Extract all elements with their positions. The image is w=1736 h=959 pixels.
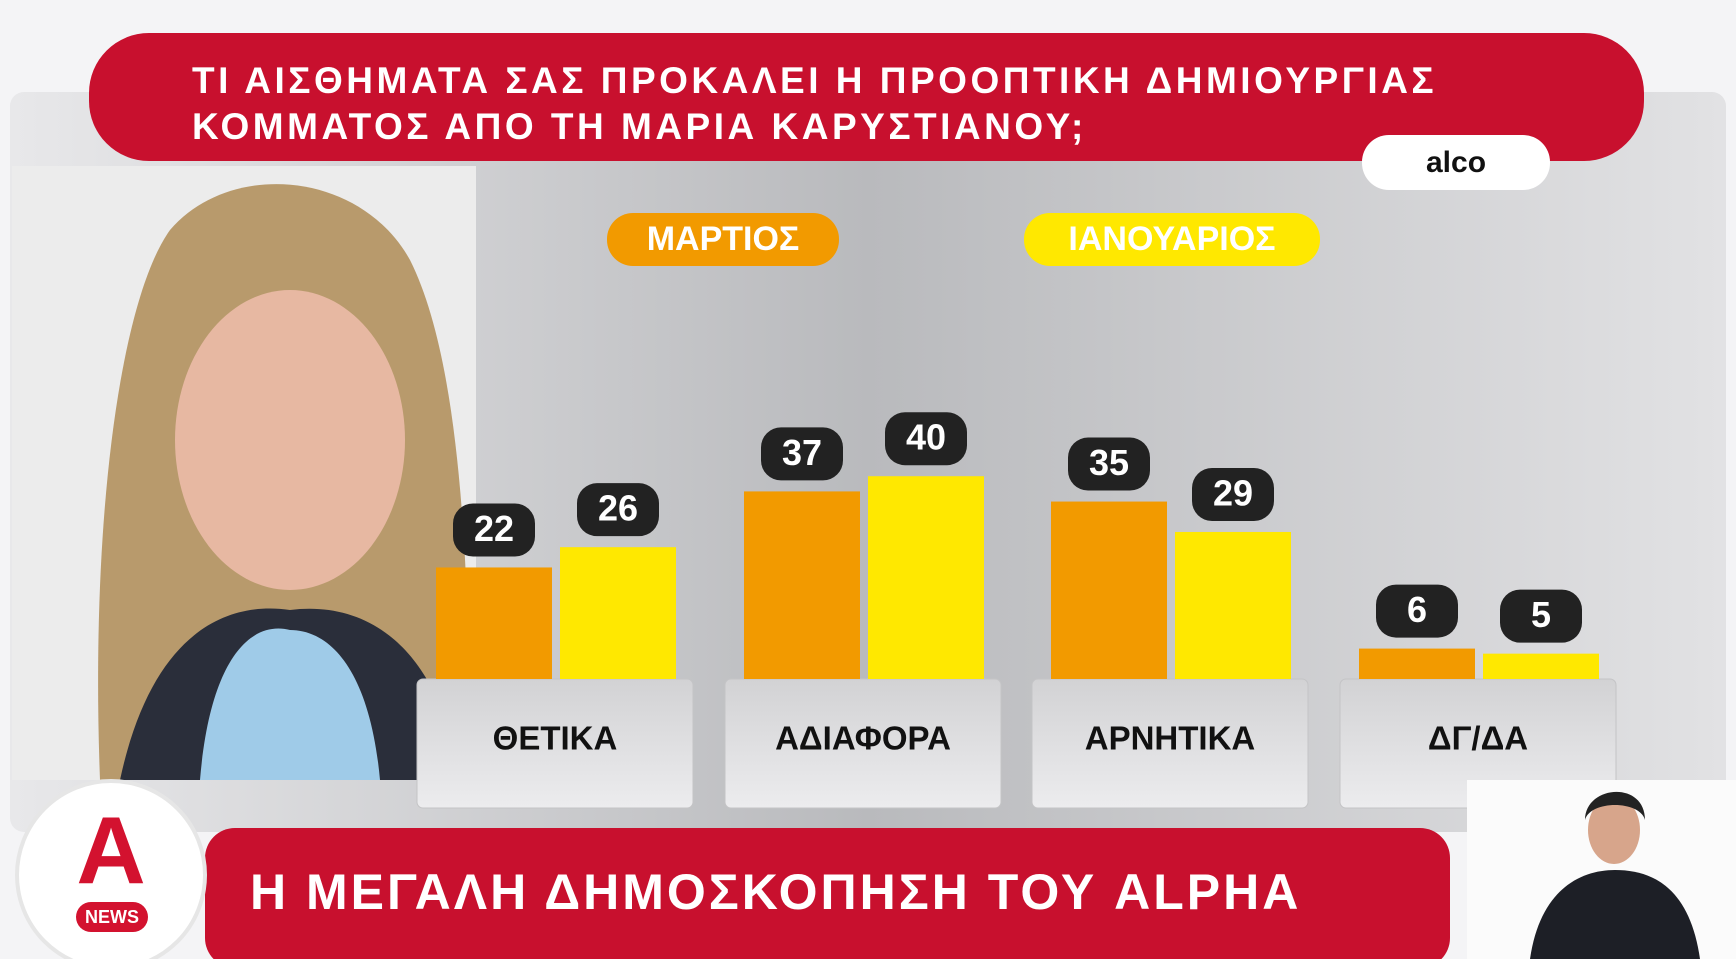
- category-box: [1031, 678, 1309, 809]
- value-label: 40: [906, 417, 946, 458]
- logo-letter: A: [76, 797, 145, 904]
- value-label: 37: [782, 432, 822, 473]
- photo-face: [175, 290, 405, 590]
- source-pill: [1362, 135, 1550, 190]
- signer-face: [1588, 796, 1640, 864]
- x-tick-label: ΔΓ/ΔΑ: [1428, 720, 1528, 757]
- value-pill: [885, 412, 967, 466]
- legend-pill: [607, 213, 839, 266]
- value-label: 6: [1407, 589, 1427, 630]
- value-label: 26: [598, 488, 638, 529]
- value-pill: [1500, 589, 1582, 643]
- value-pill: [453, 503, 535, 557]
- banner-text: Η ΜΕΓΑΛΗ ΔΗΜΟΣΚΟΠΗΣΗ ΤΟΥ ALPHA: [250, 864, 1301, 920]
- legend-pill: [1024, 213, 1320, 266]
- logo: [15, 779, 207, 959]
- bar: [1175, 531, 1291, 679]
- chart-title: ΤΙ ΑΙΣΘΗΜΑΤΑ ΣΑΣ ΠΡΟΚΑΛΕΙ Η ΠΡΟΟΠΤΙΚΗ ΔΗ…: [192, 60, 1438, 147]
- legend-label: ΙΑΝΟΥΑΡΙΟΣ: [1068, 220, 1275, 258]
- bar: [744, 491, 860, 679]
- x-tick-label: ΘΕΤΙΚΑ: [493, 720, 618, 757]
- photo-scarf: [200, 628, 380, 780]
- bar: [868, 476, 984, 679]
- signer-body: [1530, 870, 1700, 959]
- title-pill: [89, 33, 1644, 161]
- bar: [436, 567, 552, 679]
- bar: [1359, 648, 1475, 679]
- banner: [205, 828, 1450, 959]
- value-label: 22: [474, 508, 514, 549]
- x-tick-label: ΑΡΝΗΤΙΚΑ: [1085, 720, 1256, 757]
- value-label: 29: [1213, 472, 1253, 513]
- bar: [560, 547, 676, 679]
- bar: [1051, 501, 1167, 679]
- legend-label: ΜΑΡΤΙΟΣ: [647, 220, 800, 258]
- value-label: 35: [1089, 442, 1129, 483]
- category-box: [724, 678, 1002, 809]
- value-pill: [1192, 467, 1274, 521]
- category-box: [416, 678, 694, 809]
- value-label: 5: [1531, 594, 1551, 635]
- logo-label: NEWS: [85, 907, 139, 927]
- value-pill: [1376, 584, 1458, 638]
- value-pill: [761, 427, 843, 481]
- logo-pill: [76, 902, 148, 932]
- signer-hair: [1585, 791, 1645, 820]
- value-pill: [1068, 437, 1150, 491]
- bar: [1483, 653, 1599, 679]
- x-tick-label: ΑΔΙΑΦΟΡΑ: [775, 720, 951, 757]
- value-pill: [577, 483, 659, 537]
- source: alco: [1426, 146, 1486, 179]
